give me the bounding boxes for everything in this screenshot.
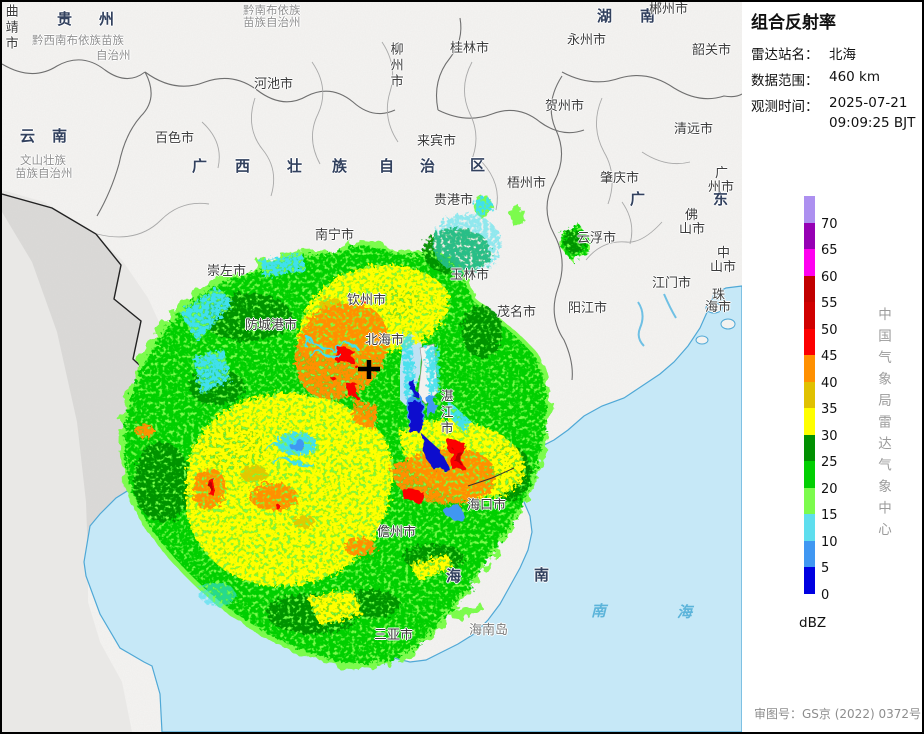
info-panel: 组合反射率 雷达站名： 北海 数据范围： 460 km 观测时间： 2025-0…	[742, 2, 922, 732]
legend-segment: 55	[804, 275, 838, 311]
legend-tick-label: 20	[821, 481, 838, 497]
radar-map-canvas	[2, 2, 742, 732]
legend-segment: 20	[804, 461, 838, 497]
time-value-clock: 09:09:25 BJT	[829, 115, 916, 131]
reflectivity-legend: 70 65 60 55 50 45 40 35 30 25 20 15 10 5 0	[804, 196, 838, 603]
legend-segment: 0	[804, 567, 829, 603]
legend-tick-label: 50	[821, 322, 838, 338]
city-boundaries	[96, 41, 691, 261]
legend-tick-label: 10	[821, 534, 838, 550]
legend-segment: 10	[804, 514, 838, 550]
legend-segment: 5	[804, 540, 829, 576]
legend-tick-label: 15	[821, 508, 838, 523]
station-row: 雷达站名： 北海	[751, 43, 856, 63]
legend-segment: 40	[804, 355, 838, 391]
radar-map: 曲靖市贵州云南湖南广西壮族自治区广东海南黔西南布依族苗族 自治州 文山壮族 苗族自治州…	[2, 2, 742, 732]
coast-details	[637, 293, 736, 347]
legend-tick-label: 5	[821, 561, 830, 576]
legend-tick-label: 35	[821, 402, 838, 417]
radar-station-marker	[358, 360, 380, 379]
legend-segment: 70	[804, 196, 838, 232]
legend-segment: 15	[804, 487, 838, 523]
legend-segment: 45	[804, 328, 838, 364]
agency-watermark: 中国气象局雷达气象中心	[875, 307, 891, 544]
map-approval-number: 审图号：GS京 (2022) 0372号	[754, 707, 921, 721]
province-boundaries	[2, 17, 742, 381]
legend-segment: 50	[804, 302, 838, 338]
legend-tick-label: 70	[821, 216, 838, 232]
legend-tick-label: 0	[821, 587, 830, 603]
legend-segment: 35	[804, 381, 838, 417]
station-value: 北海	[829, 47, 856, 63]
legend-segment: 25	[804, 434, 838, 470]
legend-unit: dBZ	[799, 615, 827, 631]
legend-tick-label: 30	[821, 428, 838, 444]
range-row: 数据范围： 460 km	[751, 69, 880, 89]
time-row: 观测时间： 2025-07-21	[751, 95, 907, 115]
legend-tick-label: 55	[821, 296, 838, 311]
legend-segment: 65	[804, 222, 838, 258]
legend-tick-label: 25	[821, 455, 838, 470]
range-label: 数据范围：	[751, 73, 819, 89]
legend-tick-label: 60	[821, 269, 838, 285]
legend-segment: 30	[804, 408, 838, 444]
legend-tick-label: 40	[821, 375, 838, 391]
legend-tick-label: 45	[821, 349, 838, 364]
product-title: 组合反射率	[751, 13, 836, 33]
radar-echo	[119, 196, 590, 669]
station-label: 雷达站名：	[751, 47, 819, 63]
legend-segment: 60	[804, 249, 838, 285]
time-value-date: 2025-07-21	[829, 95, 908, 111]
time-label: 观测时间：	[751, 99, 819, 115]
range-value: 460 km	[829, 69, 881, 85]
coastline-overlay	[467, 467, 515, 487]
legend-tick-label: 65	[821, 243, 838, 258]
